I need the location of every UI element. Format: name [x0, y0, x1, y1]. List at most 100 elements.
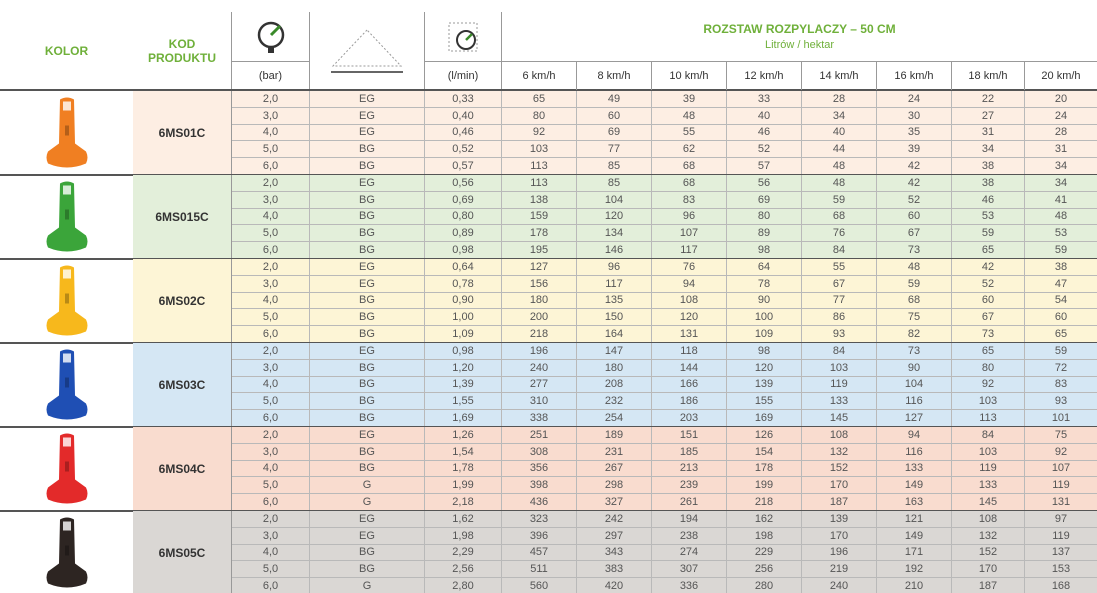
table-cell: G	[310, 477, 425, 494]
table-cell: EG	[310, 511, 425, 528]
table-cell: 163	[877, 494, 952, 511]
table-cell: G	[310, 494, 425, 511]
table-cell: 89	[727, 225, 802, 242]
table-cell: 113	[502, 158, 577, 175]
table-cell: 261	[652, 494, 727, 511]
table-cell: 48	[877, 259, 952, 276]
table-cell: 0,98	[425, 242, 502, 259]
icon-flow	[425, 12, 502, 62]
header-kolor: KOLOR	[0, 12, 133, 90]
table-cell: 65	[952, 242, 1025, 259]
product-code: 6MS02C	[133, 259, 232, 343]
table-cell: 150	[577, 309, 652, 326]
table-cell: 57	[727, 158, 802, 175]
table-cell: 76	[802, 225, 877, 242]
table-cell: 187	[802, 494, 877, 511]
table-cell: EG	[310, 108, 425, 125]
table-cell: 297	[577, 528, 652, 545]
table-cell: 1,98	[425, 528, 502, 545]
table-cell: BG	[310, 293, 425, 310]
table-cell: 65	[1025, 326, 1097, 343]
table-cell: 85	[577, 175, 652, 192]
table-cell: 42	[952, 259, 1025, 276]
table-cell: 54	[1025, 293, 1097, 310]
table-cell: 3,0	[232, 360, 310, 377]
table-cell: 77	[802, 293, 877, 310]
table-cell: 5,0	[232, 561, 310, 578]
table-cell: 84	[802, 343, 877, 360]
table-cell: BG	[310, 326, 425, 343]
table-cell: 120	[652, 309, 727, 326]
table-cell: 121	[877, 511, 952, 528]
table-cell: 3,0	[232, 444, 310, 461]
table-cell: 457	[502, 545, 577, 562]
table-cell: EG	[310, 343, 425, 360]
table-cell: 383	[577, 561, 652, 578]
table-cell: 4,0	[232, 461, 310, 478]
table-cell: 31	[1025, 141, 1097, 158]
table-cell: 5,0	[232, 225, 310, 242]
product-code: 6MS03C	[133, 343, 232, 427]
table-cell: 307	[652, 561, 727, 578]
table-cell: 90	[727, 293, 802, 310]
table-cell: 2,0	[232, 259, 310, 276]
table-cell: 98	[727, 242, 802, 259]
table-cell: 298	[577, 477, 652, 494]
header-speed: 12 km/h	[727, 62, 802, 90]
table-cell: 0,69	[425, 192, 502, 209]
table-cell: 48	[652, 108, 727, 125]
table-cell: 162	[727, 511, 802, 528]
table-cell: 164	[577, 326, 652, 343]
table-cell: 53	[952, 209, 1025, 226]
table-cell: 73	[952, 326, 1025, 343]
table-cell: 80	[727, 209, 802, 226]
header-speed: 16 km/h	[877, 62, 952, 90]
table-cell: 93	[802, 326, 877, 343]
table-cell: 68	[652, 175, 727, 192]
table-cell: 132	[952, 528, 1025, 545]
table-cell: 49	[577, 91, 652, 108]
table-cell: 185	[652, 444, 727, 461]
table-cell: 0,78	[425, 276, 502, 293]
table-cell: 119	[802, 377, 877, 394]
table-cell: 56	[727, 175, 802, 192]
table-cell: 24	[1025, 108, 1097, 125]
table-cell: 338	[502, 410, 577, 427]
table-cell: 109	[727, 326, 802, 343]
nozzle-icon	[42, 263, 92, 339]
table-cell: 251	[502, 427, 577, 444]
table-cell: 254	[577, 410, 652, 427]
table-cell: 219	[802, 561, 877, 578]
table-cell: 97	[1025, 511, 1097, 528]
table-cell: 118	[652, 343, 727, 360]
header-speed: 8 km/h	[577, 62, 652, 90]
table-cell: 0,56	[425, 175, 502, 192]
table-cell: 75	[877, 309, 952, 326]
table-cell: 126	[727, 427, 802, 444]
table-cell: 34	[952, 141, 1025, 158]
table-cell: BG	[310, 561, 425, 578]
table-cell: 5,0	[232, 309, 310, 326]
table-cell: BG	[310, 209, 425, 226]
table-cell: 218	[502, 326, 577, 343]
table-cell: 33	[727, 91, 802, 108]
table-cell: BG	[310, 377, 425, 394]
table-cell: 0,46	[425, 125, 502, 142]
table-cell: 119	[952, 461, 1025, 478]
table-cell: 108	[802, 427, 877, 444]
table-cell: 108	[652, 293, 727, 310]
table-cell: 60	[952, 293, 1025, 310]
table-cell: 24	[877, 91, 952, 108]
table-cell: 4,0	[232, 377, 310, 394]
table-cell: 120	[577, 209, 652, 226]
nozzle-icon	[42, 431, 92, 507]
table-cell: 187	[952, 578, 1025, 593]
table-cell: 78	[727, 276, 802, 293]
table-cell: 5,0	[232, 393, 310, 410]
table-cell: 145	[952, 494, 1025, 511]
nozzle-icon	[42, 515, 92, 591]
table-cell: 169	[727, 410, 802, 427]
table-cell: BG	[310, 158, 425, 175]
table-cell: 28	[802, 91, 877, 108]
table-cell: 67	[877, 225, 952, 242]
